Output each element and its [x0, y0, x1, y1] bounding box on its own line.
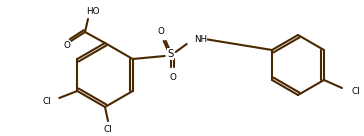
- Text: Cl: Cl: [352, 86, 361, 95]
- Text: Cl: Cl: [43, 97, 52, 106]
- Text: O: O: [157, 27, 164, 35]
- Text: S: S: [167, 49, 174, 59]
- Text: O: O: [169, 72, 176, 81]
- Text: Cl: Cl: [104, 124, 112, 134]
- Text: O: O: [64, 41, 71, 50]
- Text: NH: NH: [194, 35, 207, 44]
- Text: HO: HO: [86, 7, 100, 16]
